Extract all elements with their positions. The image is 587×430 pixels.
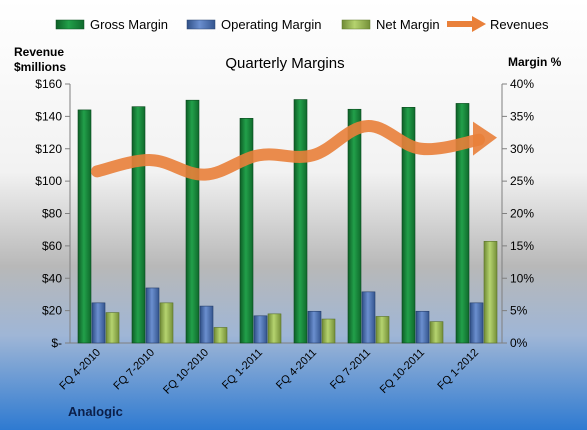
net-margin-bar	[321, 318, 336, 344]
net-margin-bar	[159, 302, 174, 344]
right-axis-tick-label: 35%	[510, 109, 534, 123]
legend-label-revenues: Revenues	[490, 17, 549, 32]
gross-margin-bar	[401, 107, 416, 344]
company-label: Analogic	[68, 404, 123, 419]
gross-margin-bar	[347, 108, 362, 344]
gross-margin-bar	[131, 106, 146, 344]
net-margin-bar	[483, 241, 498, 344]
left-axis-tick-label: $120	[35, 142, 62, 156]
operating-margin-bar	[199, 305, 214, 344]
right-axis-title: Margin %	[508, 55, 562, 69]
operating-margin-bar	[307, 310, 322, 344]
operating-margin-bar	[145, 287, 160, 344]
legend-label-operating-margin: Operating Margin	[221, 17, 321, 32]
left-axis-tick-label: $80	[42, 207, 62, 221]
legend-swatch-operating-margin	[186, 19, 216, 30]
left-axis-tick-label: $100	[35, 174, 62, 188]
net-margin-bar	[213, 327, 228, 344]
chart-title: Quarterly Margins	[225, 55, 344, 72]
operating-margin-bar	[361, 291, 376, 344]
right-axis-tick-label: 10%	[510, 271, 534, 285]
right-axis-tick-label: 30%	[510, 142, 534, 156]
right-axis-tick-label: 20%	[510, 207, 534, 221]
revenue-series	[91, 120, 497, 181]
revenues-line	[91, 120, 485, 181]
revenues-arrowhead	[473, 121, 497, 156]
legend-label-gross-margin: Gross Margin	[90, 17, 168, 32]
left-axis-tick-label: $40	[42, 271, 62, 285]
operating-margin-bar	[415, 310, 430, 344]
net-margin-bar	[105, 312, 120, 344]
operating-margin-bar	[91, 302, 106, 344]
left-axis-title-line1: Revenue	[14, 45, 64, 59]
right-axis-tick-label: 0%	[510, 336, 528, 350]
right-axis-tick-label: 15%	[510, 239, 534, 253]
left-axis-title-line2: $millions	[14, 60, 66, 74]
legend-swatch-revenues-arrowhead	[472, 16, 486, 32]
left-axis-tick-label: $20	[42, 304, 62, 318]
legend-swatch-net-margin	[341, 19, 371, 30]
left-axis-tick-label: $60	[42, 239, 62, 253]
legend-swatch-gross-margin	[55, 19, 85, 30]
right-axis-ticks: 0% 5% 10% 15% 20% 25% 30% 35% 40%	[502, 77, 534, 350]
left-axis-tick-label: $140	[35, 109, 62, 123]
gross-margin-bar	[77, 109, 92, 344]
operating-margin-bar	[469, 302, 484, 344]
gross-margin-bar	[455, 103, 470, 344]
right-axis-tick-label: 5%	[510, 304, 528, 318]
left-axis-tick-label: $-	[51, 336, 62, 350]
net-margin-bar	[267, 313, 282, 344]
left-axis-ticks: $- $20 $40 $60 $80 $100 $120 $140 $160	[35, 77, 70, 350]
right-axis-tick-label: 25%	[510, 174, 534, 188]
gross-margin-bar	[293, 99, 308, 344]
net-margin-bar	[375, 316, 390, 344]
left-axis-tick-label: $160	[35, 77, 62, 91]
net-margin-bar	[429, 321, 444, 344]
right-axis-tick-label: 40%	[510, 77, 534, 91]
gross-margin-bar	[185, 99, 200, 344]
operating-margin-bar	[253, 315, 268, 344]
legend: Gross Margin Operating Margin Net Margin…	[55, 16, 549, 32]
bar-series	[77, 99, 498, 344]
legend-label-net-margin: Net Margin	[376, 17, 440, 32]
gross-margin-bar	[239, 118, 254, 344]
